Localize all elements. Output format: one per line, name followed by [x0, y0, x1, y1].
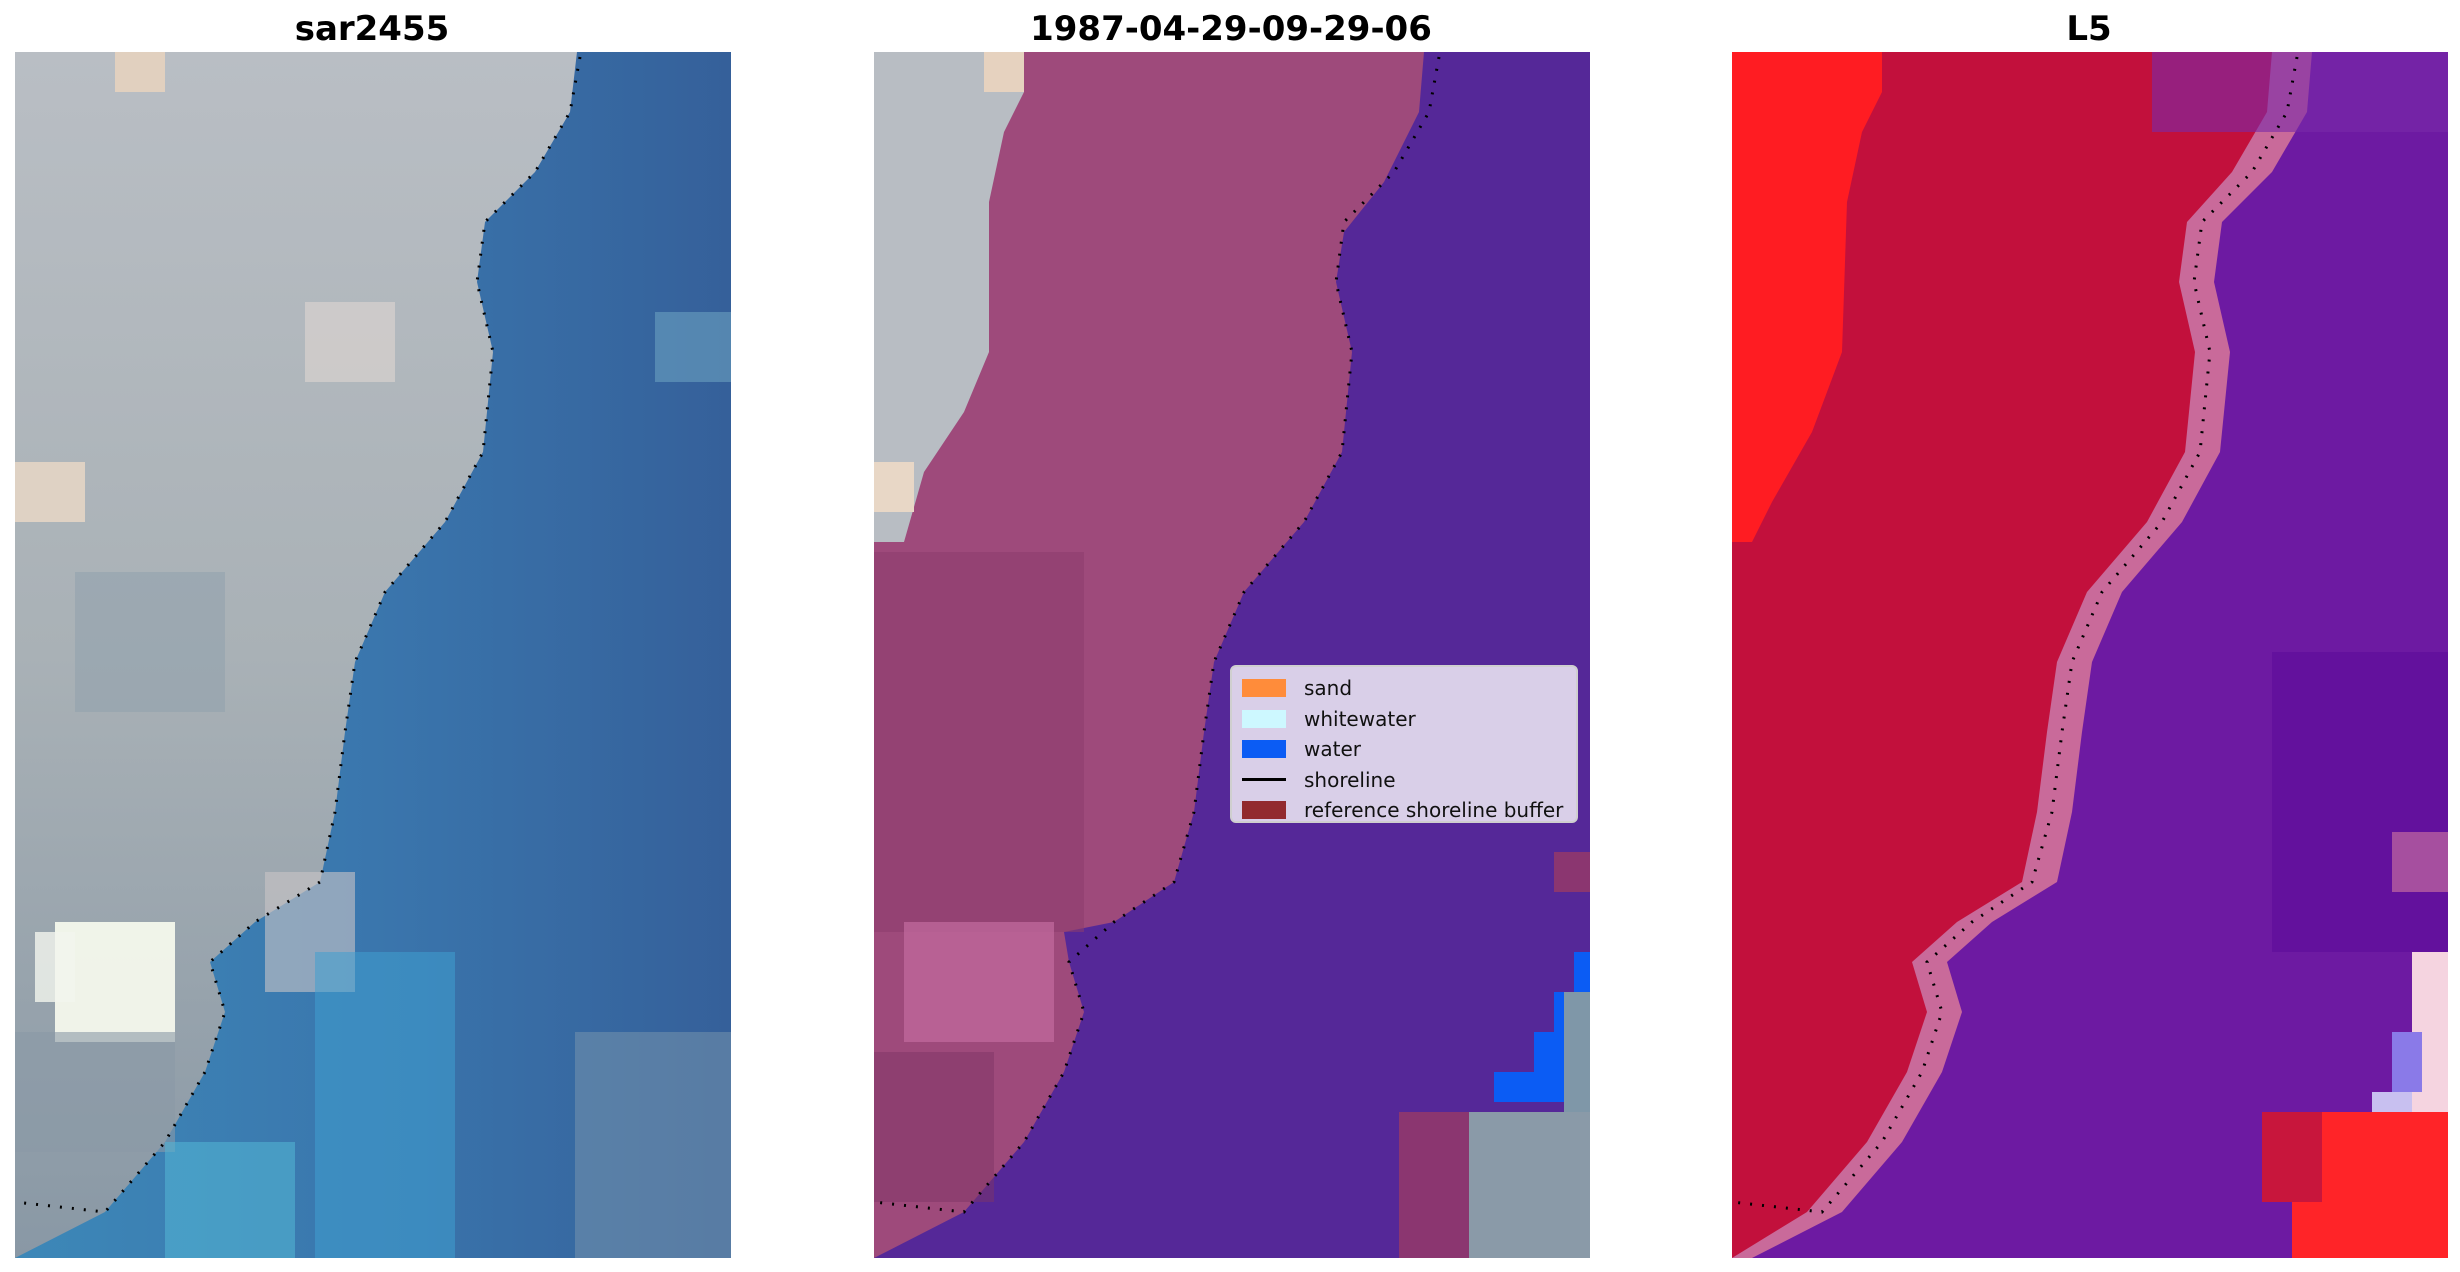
index-image [1732, 52, 2448, 1258]
rgb-image [15, 52, 731, 1258]
panel-title-index: L5 [2066, 9, 2112, 49]
panel-title-rgb: sar2455 [294, 9, 450, 49]
legend-swatch [1242, 801, 1286, 820]
legend-item-sand: sand [1242, 673, 1566, 704]
legend-label: shoreline [1304, 767, 1396, 792]
legend-label: reference shoreline buffer [1304, 798, 1564, 823]
legend: sand whitewater water shoreline referenc… [1230, 665, 1578, 823]
rgb-image-panel [15, 52, 731, 1258]
index-image-panel [1732, 52, 2448, 1258]
legend-swatch [1242, 740, 1286, 759]
legend-swatch [1242, 679, 1286, 698]
legend-item-whitewater: whitewater [1242, 704, 1566, 735]
classified-image [874, 52, 1590, 1258]
legend-item-reference-buffer: reference shoreline buffer [1242, 795, 1566, 826]
panel-title-classified: 1987-04-29-09-29-06 [1030, 9, 1432, 49]
legend-line [1242, 778, 1286, 782]
legend-swatch [1242, 709, 1286, 728]
legend-label: sand [1304, 676, 1353, 701]
classified-image-panel [874, 52, 1590, 1258]
shoreline-dots [15, 56, 582, 1214]
legend-item-water: water [1242, 734, 1566, 765]
legend-label: water [1304, 737, 1361, 762]
legend-label: whitewater [1304, 706, 1416, 731]
legend-item-shoreline: shoreline [1242, 765, 1566, 796]
